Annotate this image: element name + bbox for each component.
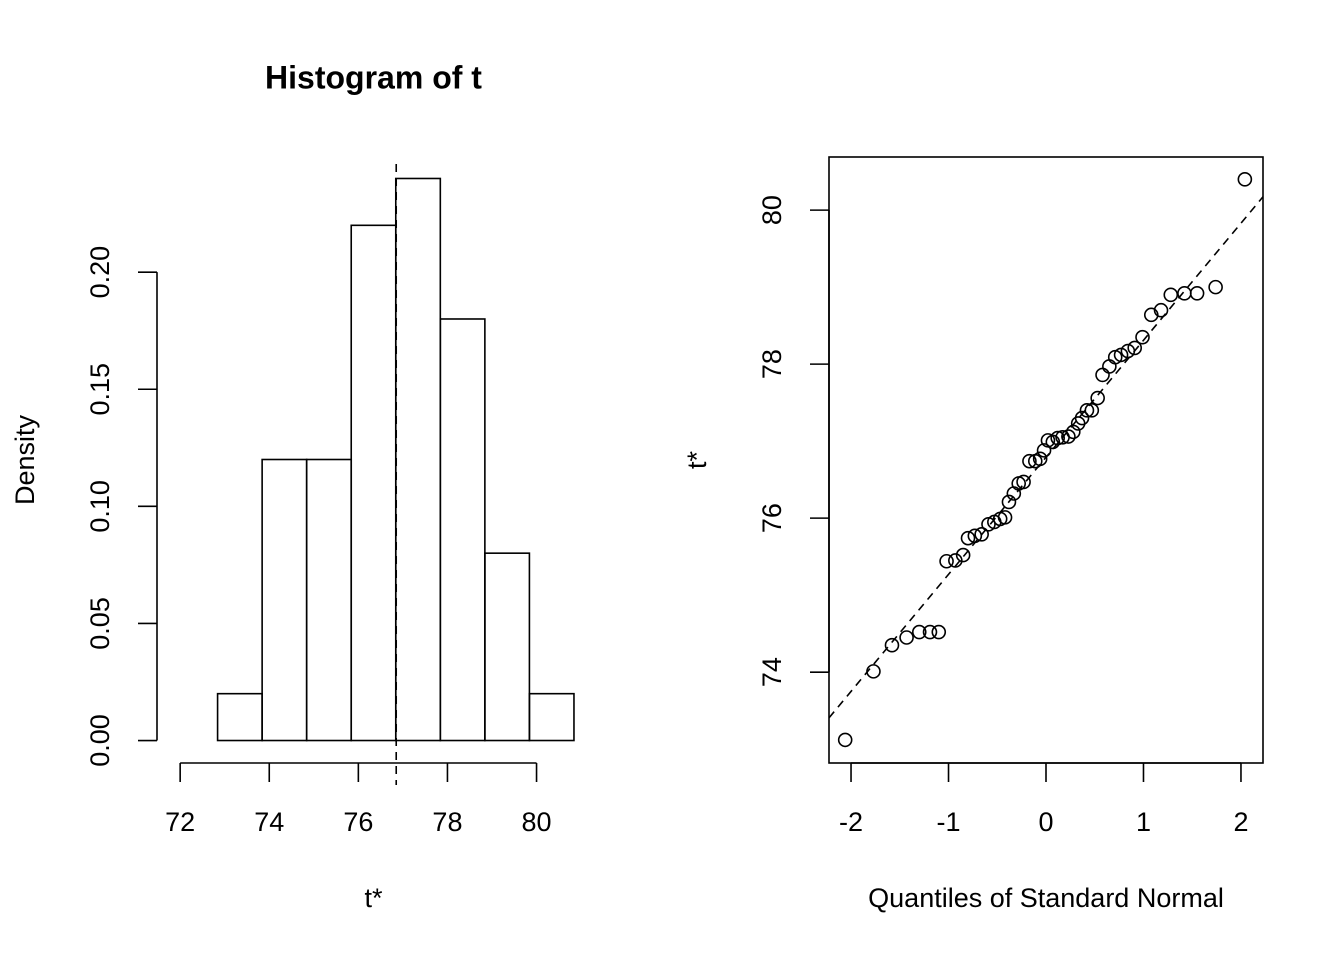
bar: [394, 177, 442, 742]
point: [1113, 347, 1129, 363]
point: [899, 630, 914, 645]
x-tick-label: 74: [254, 807, 284, 837]
point: [1095, 367, 1110, 383]
bar: [261, 458, 308, 742]
point: [1016, 474, 1031, 490]
x-tick-label: 72: [165, 807, 195, 837]
point: [948, 553, 963, 568]
point: [1079, 403, 1095, 418]
bar: [484, 552, 531, 742]
point: [1090, 390, 1105, 406]
x-tick-label: 76: [343, 807, 373, 837]
x-tick-label: 80: [522, 807, 552, 837]
bar: [528, 692, 575, 742]
y-tick-label: 74: [757, 657, 787, 687]
point: [1022, 453, 1037, 469]
x-tick-label: -1: [937, 807, 961, 837]
point: [1102, 359, 1117, 374]
bar: [439, 318, 486, 742]
y-axis-title: Density: [10, 414, 40, 505]
point: [1143, 307, 1159, 323]
point: [1036, 443, 1052, 458]
point: [1061, 429, 1076, 444]
plot-box: [828, 156, 1264, 764]
point: [1120, 343, 1136, 359]
point: [1189, 285, 1205, 301]
point: [1074, 410, 1090, 426]
point: [1001, 494, 1017, 510]
y-tick-label: 0.10: [85, 480, 115, 533]
x-tick-label: -2: [839, 807, 863, 837]
chart-title: Histogram of t: [265, 59, 482, 95]
bar: [305, 458, 353, 742]
point: [1050, 430, 1065, 446]
point: [1084, 403, 1100, 418]
y-axis-title: t*: [682, 451, 712, 470]
point: [974, 527, 989, 542]
y-tick-label: 0.05: [85, 597, 115, 650]
y-tick-label: 80: [757, 195, 787, 225]
point: [1032, 451, 1048, 467]
point: [922, 624, 938, 640]
y-tick-label: 0.00: [85, 714, 115, 767]
point: [837, 732, 853, 748]
point: [1065, 424, 1081, 440]
bar: [216, 692, 263, 742]
x-tick-label: 0: [1038, 807, 1053, 837]
x-tick-label: 1: [1136, 807, 1151, 837]
x-tick-label: 78: [432, 807, 462, 837]
y-tick-label: 0.15: [85, 363, 115, 416]
point: [997, 510, 1013, 525]
point: [955, 547, 971, 563]
point: [931, 624, 947, 640]
point: [1177, 285, 1192, 301]
point: [1163, 287, 1179, 303]
point: [884, 637, 900, 653]
point: [1127, 340, 1143, 356]
point: [866, 664, 881, 679]
bar: [350, 224, 397, 742]
y-tick-label: 78: [757, 349, 787, 379]
point: [967, 528, 983, 544]
point: [1045, 434, 1061, 450]
point: [911, 624, 927, 640]
point: [960, 530, 976, 546]
y-tick-label: 0.20: [85, 246, 115, 299]
point: [1135, 329, 1150, 345]
point: [1153, 302, 1169, 318]
x-tick-label: 2: [1233, 807, 1248, 837]
y-tick-label: 76: [757, 503, 787, 533]
point: [939, 553, 954, 569]
x-axis-title: t*: [364, 883, 383, 913]
point: [1208, 279, 1223, 295]
x-axis-title: Quantiles of Standard Normal: [868, 883, 1224, 913]
point: [1237, 172, 1253, 187]
